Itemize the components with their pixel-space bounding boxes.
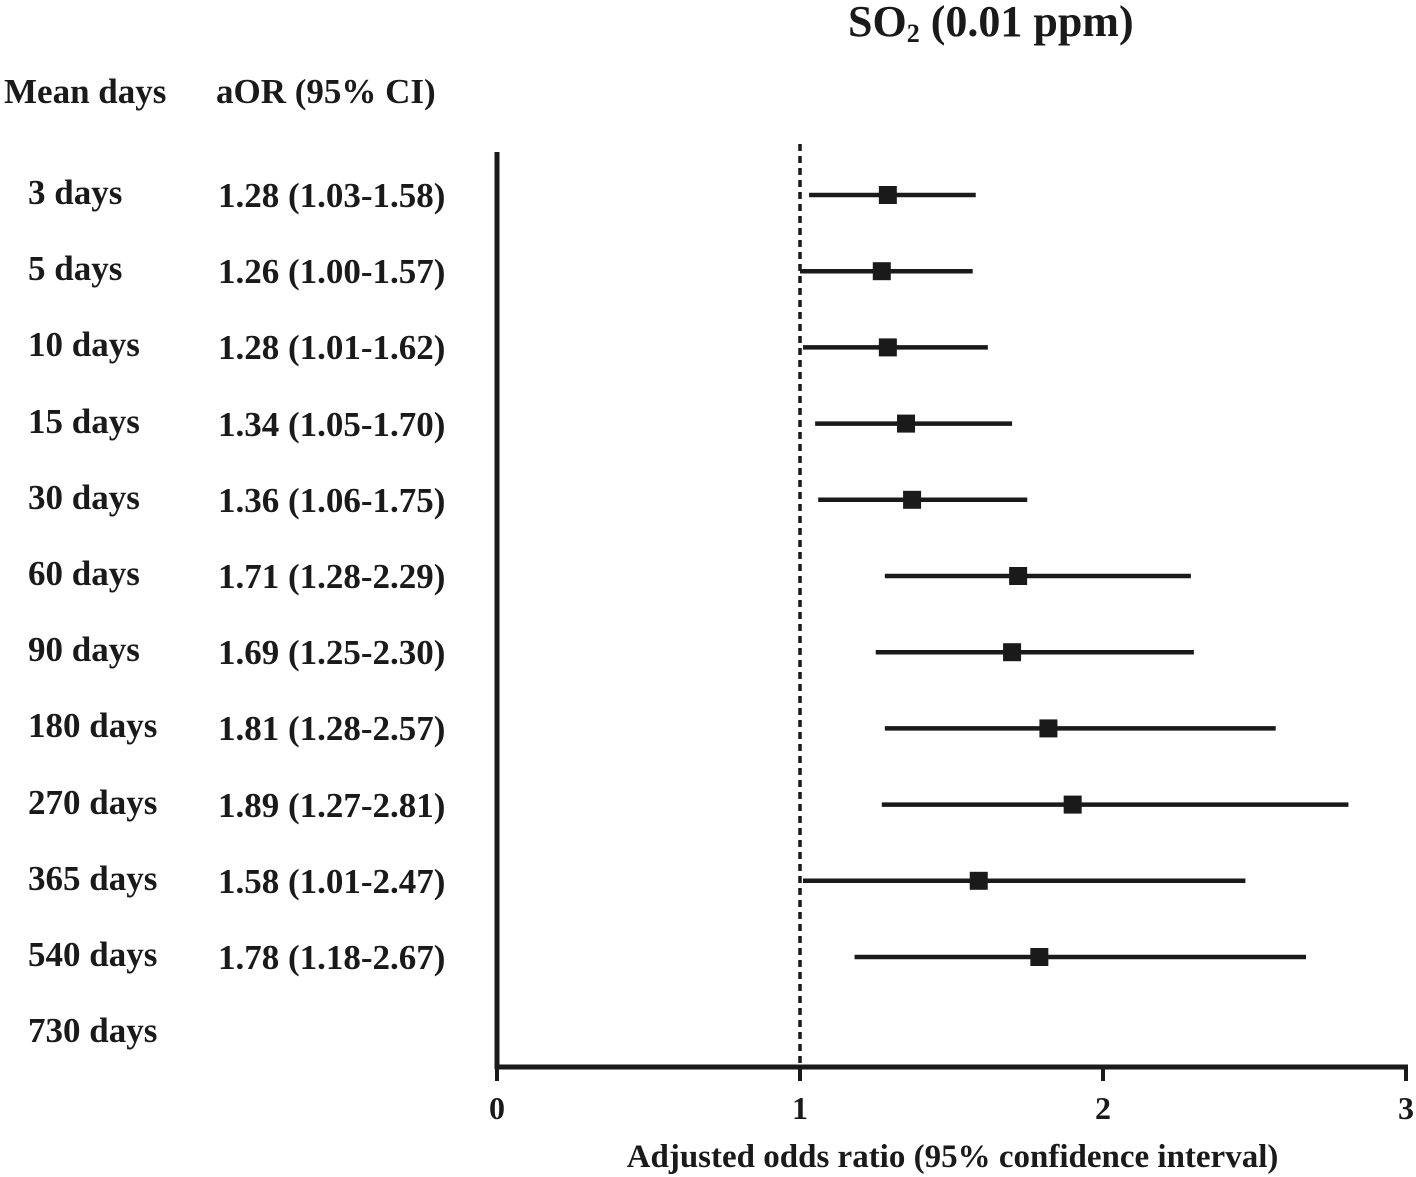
row-label: 365 days (28, 858, 158, 898)
row-label: 540 days (28, 935, 158, 974)
chart-title-main: SO (848, 0, 907, 46)
row-label: 3 days (28, 173, 123, 212)
row-label: 10 days (28, 325, 140, 365)
row-aor-value: 1.78 (1.18-2.67) (218, 938, 446, 977)
x-tick-label: 0 (489, 1090, 505, 1126)
point-estimate (1030, 948, 1049, 966)
point-estimate (969, 871, 988, 890)
row-aor-value: 1.34 (1.05-1.70) (218, 404, 446, 444)
row-label: 60 days (28, 554, 140, 593)
point-estimate (878, 338, 897, 357)
point-estimate (872, 262, 891, 281)
row-label: 15 days (28, 401, 140, 441)
point-estimate (1063, 795, 1082, 814)
point-estimate (1003, 643, 1022, 662)
row-aor-value: 1.69 (1.25-2.30) (218, 633, 446, 673)
x-tick-label: 2 (1095, 1090, 1111, 1126)
chart-title-rest: (0.01 ppm) (919, 0, 1134, 46)
row-aor-value: 1.28 (1.03-1.58) (218, 176, 446, 215)
chart-title-subscript: 2 (906, 19, 920, 48)
row-label: 90 days (28, 630, 140, 670)
row-aor-value: 1.89 (1.27-2.81) (218, 785, 446, 825)
row-label: 270 days (28, 782, 158, 822)
row-label: 30 days (28, 477, 140, 517)
point-estimate (1039, 719, 1058, 738)
row-label: 730 days (28, 1011, 158, 1051)
point-estimate (1009, 567, 1028, 585)
row-label: 180 days (28, 706, 158, 746)
row-aor-value: 1.58 (1.01-2.47) (218, 861, 446, 901)
x-tick-label: 3 (1398, 1090, 1414, 1126)
point-estimate (878, 186, 897, 204)
header-aor: aOR (95% CI) (216, 72, 436, 111)
header-mean-days: Mean days (4, 72, 167, 111)
row-aor-value: 1.28 (1.01-1.62) (218, 328, 446, 368)
row-aor-value: 1.36 (1.06-1.75) (218, 480, 446, 520)
row-aor-value: 1.26 (1.00-1.57) (218, 252, 446, 292)
chart-title: SO2 (0.01 ppm) (848, 0, 1134, 52)
x-axis-label: Adjusted odds ratio (95% confidence inte… (627, 1139, 1279, 1175)
row-label: 5 days (28, 249, 123, 289)
row-aor-value: 1.81 (1.28-2.57) (218, 709, 446, 749)
point-estimate (897, 414, 916, 433)
row-aor-value: 1.71 (1.28-2.29) (218, 557, 446, 596)
x-tick-label: 1 (792, 1090, 808, 1126)
point-estimate (903, 490, 922, 509)
